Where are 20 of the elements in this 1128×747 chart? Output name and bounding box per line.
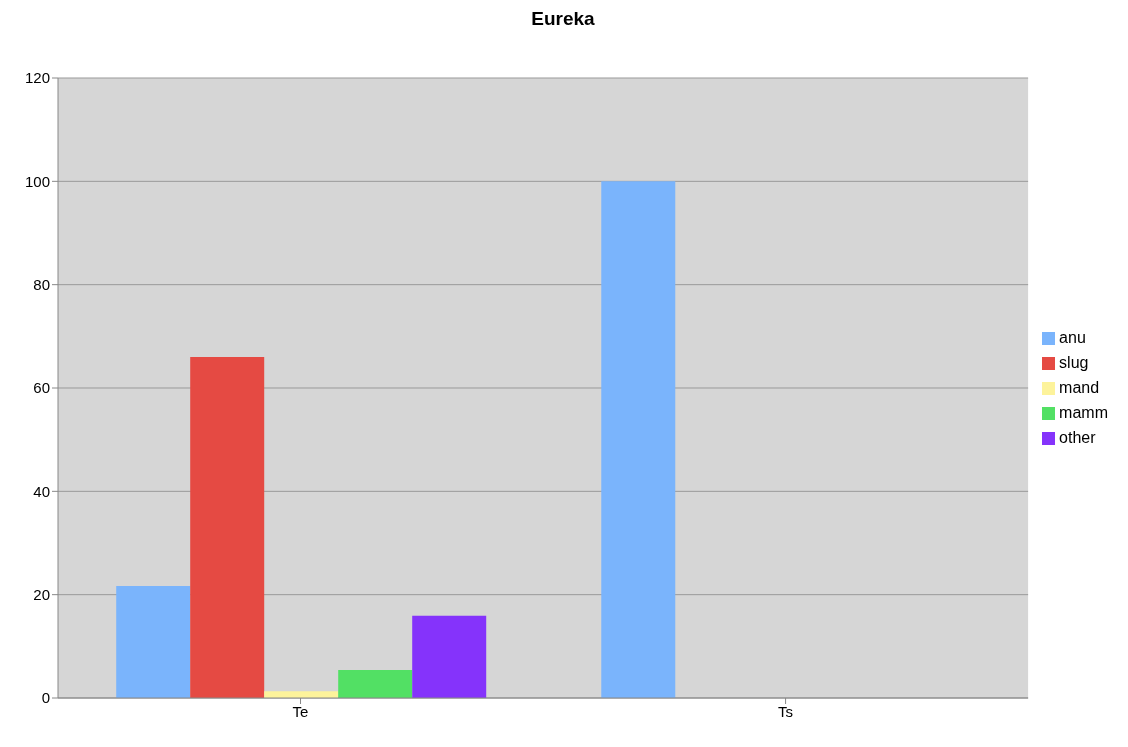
- x-tick-label: Te: [292, 702, 309, 720]
- y-tick-label: 120: [24, 69, 50, 87]
- bar: [116, 585, 191, 698]
- y-tick-label: 60: [33, 379, 50, 397]
- legend-label: mamm: [1059, 404, 1108, 422]
- y-tick-label: 20: [33, 585, 50, 603]
- legend-label: other: [1059, 429, 1096, 447]
- legend-label: mand: [1059, 379, 1100, 397]
- y-tick-label: 100: [24, 172, 50, 190]
- x-tick-label: Ts: [778, 702, 794, 720]
- y-tick-label: 80: [33, 275, 50, 293]
- y-tick-label: 0: [41, 689, 50, 707]
- bar: [190, 357, 265, 698]
- bar: [601, 181, 676, 698]
- legend-label: slug: [1059, 354, 1089, 372]
- y-tick-label: 40: [33, 482, 50, 500]
- chart-title: Eureka: [530, 8, 596, 31]
- bar: [338, 670, 413, 698]
- bar: [412, 615, 487, 698]
- legend-label: anu: [1059, 329, 1086, 347]
